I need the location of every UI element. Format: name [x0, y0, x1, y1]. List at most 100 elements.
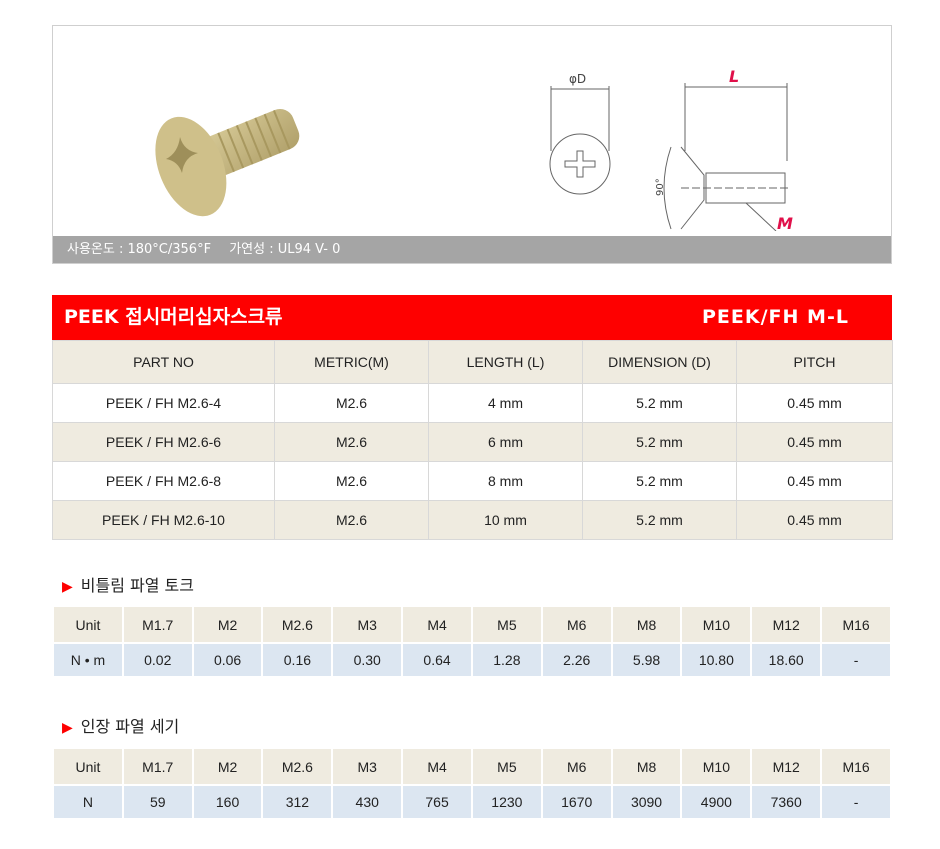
- diameter-label: φD: [569, 72, 586, 86]
- product-code: PEEK/FH M-L: [702, 306, 849, 328]
- column-header: LENGTH (L): [428, 340, 583, 384]
- screw-photo: [155, 108, 300, 217]
- table-cell: PEEK / FH M2.6-10: [52, 500, 275, 540]
- material-info-bar: 사용온도 : 180°C/356°F 가연성 : UL94 V- 0: [53, 236, 891, 263]
- table-cell: 160: [191, 784, 264, 820]
- column-header: Unit: [52, 747, 124, 786]
- table-cell: 5.2 mm: [582, 383, 737, 423]
- column-header: PITCH: [736, 340, 893, 384]
- table-cell: M2.6: [274, 422, 429, 462]
- flammability-text: 가연성 : UL94 V- 0: [229, 242, 341, 257]
- table-row: N • m 0.02 0.06 0.16 0.30 0.64 1.28 2.26 5.98 10.…: [52, 642, 892, 678]
- triangle-bullet-icon: ▶: [62, 720, 73, 736]
- table-cell: PEEK / FH M2.6-8: [52, 461, 275, 501]
- table-cell: 4 mm: [428, 383, 583, 423]
- column-header: M16: [820, 605, 892, 644]
- torque-table: Unit M1.7 M2 M2.6 M3 M4 M5 M6 M8 M10 M12 M16 N • m 0.…: [52, 605, 892, 678]
- column-header: Unit: [52, 605, 124, 644]
- table-cell: -: [820, 642, 892, 678]
- table-cell: -: [820, 784, 892, 820]
- table-cell: PEEK / FH M2.6-6: [52, 422, 275, 462]
- table-cell: 59: [121, 784, 194, 820]
- spec-table: PART NO METRIC(M) LENGTH (L) DIMENSION (…: [52, 340, 893, 540]
- table-cell: M2.6: [274, 500, 429, 540]
- triangle-bullet-icon: ▶: [62, 579, 73, 595]
- table-cell: 18.60: [750, 642, 823, 678]
- table-cell: 5.2 mm: [582, 422, 737, 462]
- column-header: M16: [820, 747, 892, 786]
- column-header: M12: [750, 605, 823, 644]
- table-cell: 1230: [470, 784, 543, 820]
- column-header: M10: [680, 747, 753, 786]
- column-header: M2.6: [261, 605, 334, 644]
- table-cell: N: [52, 784, 124, 820]
- table-cell: 0.45 mm: [736, 422, 893, 462]
- table-cell: 0.64: [401, 642, 473, 678]
- table-cell: 5.98: [610, 642, 683, 678]
- table-cell: N • m: [52, 642, 124, 678]
- table-cell: 312: [261, 784, 334, 820]
- table-cell: 0.30: [331, 642, 404, 678]
- section-title-text: 인장 파열 세기: [80, 717, 180, 736]
- column-header: METRIC(M): [274, 340, 429, 384]
- table-cell: 5.2 mm: [582, 461, 737, 501]
- column-header: M8: [610, 747, 683, 786]
- table-cell: PEEK / FH M2.6-4: [52, 383, 275, 423]
- table-header-row: Unit M1.7 M2 M2.6 M3 M4 M5 M6 M8 M10 M12 M16: [52, 605, 892, 644]
- column-header: M12: [750, 747, 823, 786]
- table-cell: 10.80: [680, 642, 753, 678]
- table-cell: 2.26: [540, 642, 613, 678]
- column-header: M5: [470, 747, 543, 786]
- section-title-text: 비틀림 파열 토크: [80, 576, 194, 595]
- table-cell: 0.16: [261, 642, 334, 678]
- table-cell: 0.45 mm: [736, 383, 893, 423]
- table-cell: 0.02: [121, 642, 194, 678]
- table-cell: 0.45 mm: [736, 500, 893, 540]
- column-header: M6: [540, 605, 613, 644]
- column-header: DIMENSION (D): [582, 340, 737, 384]
- column-header: M5: [470, 605, 543, 644]
- table-row: N 59 160 312 430 765 1230 1670 3090 4900 7360-: [52, 784, 892, 820]
- product-title: PEEK 접시머리십자스크류: [64, 306, 283, 328]
- table-cell: M2.6: [274, 383, 429, 423]
- table-cell: 5.2 mm: [582, 500, 737, 540]
- torque-section-title: ▶ 비틀림 파열 토크: [62, 572, 194, 596]
- table-cell: 6 mm: [428, 422, 583, 462]
- table-cell: 10 mm: [428, 500, 583, 540]
- column-header: M10: [680, 605, 753, 644]
- table-cell: 8 mm: [428, 461, 583, 501]
- product-image-panel: φD L M 90° 사용온도 : 180°C/356°F 가연성 : UL94…: [52, 25, 892, 264]
- column-header: PART NO: [52, 340, 275, 384]
- table-cell: 765: [401, 784, 473, 820]
- product-header: PEEK 접시머리십자스크류 PEEK/FH M-L: [52, 295, 892, 340]
- tensile-section-title: ▶ 인장 파열 세기: [62, 713, 179, 737]
- column-header: M2.6: [261, 747, 334, 786]
- table-cell: 430: [331, 784, 404, 820]
- column-header: M6: [540, 747, 613, 786]
- column-header: M4: [401, 747, 473, 786]
- column-header: M4: [401, 605, 473, 644]
- column-header: M1.7: [121, 747, 194, 786]
- table-cell: 0.45 mm: [736, 461, 893, 501]
- table-cell: 3090: [610, 784, 683, 820]
- table-row: PEEK / FH M2.6-4 M2.6 4 mm 5.2 mm 0.45 mm: [52, 383, 893, 423]
- metric-label: M: [777, 214, 793, 231]
- column-header: M3: [331, 605, 404, 644]
- table-cell: 1670: [540, 784, 613, 820]
- table-header-row: Unit M1.7 M2 M2.6 M3 M4 M5 M6 M8 M10 M12 M16: [52, 747, 892, 786]
- column-header: M1.7: [121, 605, 194, 644]
- table-row: PEEK / FH M2.6-8 M2.6 8 mm 5.2 mm 0.45 mm: [52, 461, 893, 501]
- table-header-row: PART NO METRIC(M) LENGTH (L) DIMENSION (…: [52, 340, 893, 384]
- table-row: PEEK / FH M2.6-6 M2.6 6 mm 5.2 mm 0.45 mm: [52, 422, 893, 462]
- dimension-drawing: φD L M 90°: [549, 67, 793, 231]
- length-label: L: [729, 67, 739, 86]
- table-cell: 4900: [680, 784, 753, 820]
- angle-label: 90°: [655, 178, 666, 196]
- tensile-table: Unit M1.7 M2 M2.6 M3 M4 M5 M6 M8 M10 M12 M16 N 59 160 3…: [52, 747, 892, 820]
- table-cell: 0.06: [191, 642, 264, 678]
- table-cell: M2.6: [274, 461, 429, 501]
- column-header: M3: [331, 747, 404, 786]
- table-cell: 1.28: [470, 642, 543, 678]
- column-header: M2: [191, 605, 264, 644]
- table-row: PEEK / FH M2.6-10 M2.6 10 mm 5.2 mm 0.45 mm: [52, 500, 893, 540]
